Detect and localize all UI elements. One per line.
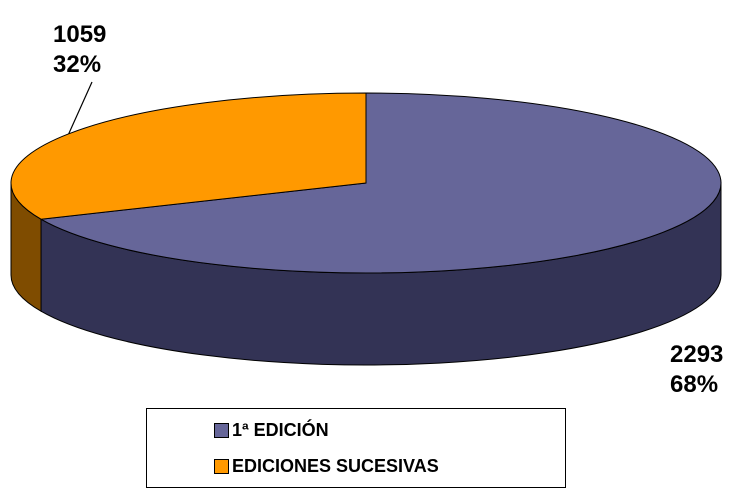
data-label-value: 2293 <box>670 341 724 368</box>
data-label-percent: 32% <box>53 51 102 78</box>
legend-swatch <box>214 422 229 438</box>
legend-item-1a-edicion: 1ª EDICIÓN <box>214 419 329 441</box>
legend-label: EDICIONES SUCESIVAS <box>232 455 439 476</box>
pie-slice-0 <box>39 92 722 274</box>
pie-tops <box>10 92 722 274</box>
legend-swatch <box>214 458 229 474</box>
data-label-1a-edicion: 2293 68% <box>670 340 723 400</box>
data-label-ediciones-sucesivas: 1059 32% <box>53 20 106 80</box>
data-label-percent: 68% <box>670 371 719 398</box>
chart-legend: 1ª EDICIÓN EDICIONES SUCESIVAS <box>146 408 566 488</box>
data-label-value: 1059 <box>53 21 107 48</box>
leader-line <box>68 81 93 135</box>
legend-item-ediciones-sucesivas: EDICIONES SUCESIVAS <box>214 455 439 477</box>
legend-label: 1ª EDICIÓN <box>232 419 329 440</box>
